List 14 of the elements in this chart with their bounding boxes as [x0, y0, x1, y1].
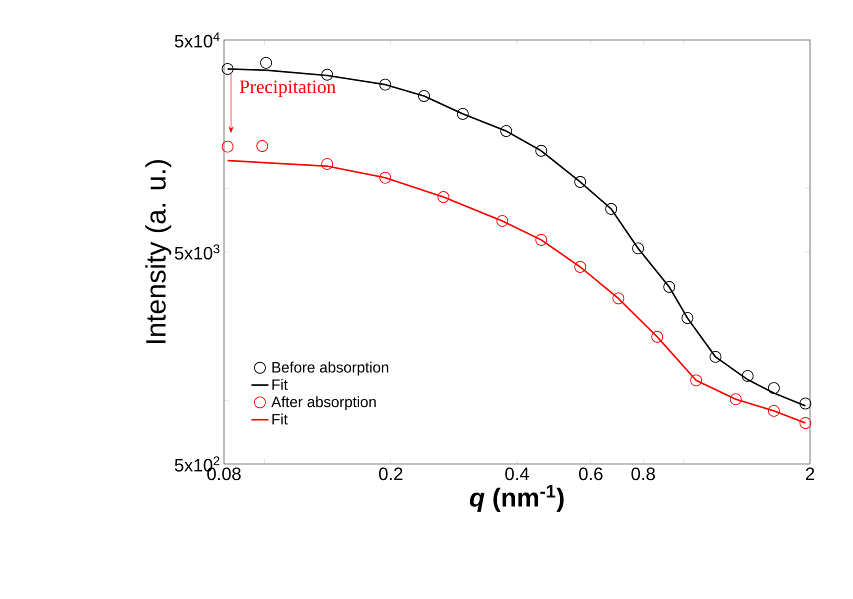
y-tick-label: 5x10$^{3}$: [174, 244, 220, 260]
x-tick-label: 0.2: [379, 467, 402, 480]
x-axis-title: q (nm$^{-1}$): [470, 485, 564, 512]
y-tick-label: 5x10$^{4}$: [174, 32, 220, 48]
y-axis-title: Intensity (a. u.): [145, 160, 172, 343]
legend-label: Fit: [272, 414, 288, 424]
x-tick-label: 0.6: [579, 467, 603, 480]
x-tick-label: 0.8: [631, 467, 655, 480]
legend-label: Fit: [272, 378, 288, 390]
legend-label: After absorption: [271, 396, 376, 410]
annotation: Precipitation: [240, 80, 336, 98]
x-tick-label: 2: [806, 467, 814, 480]
x-tick-label: 0.4: [505, 467, 529, 480]
legend-label: Before absorption: [272, 362, 388, 376]
